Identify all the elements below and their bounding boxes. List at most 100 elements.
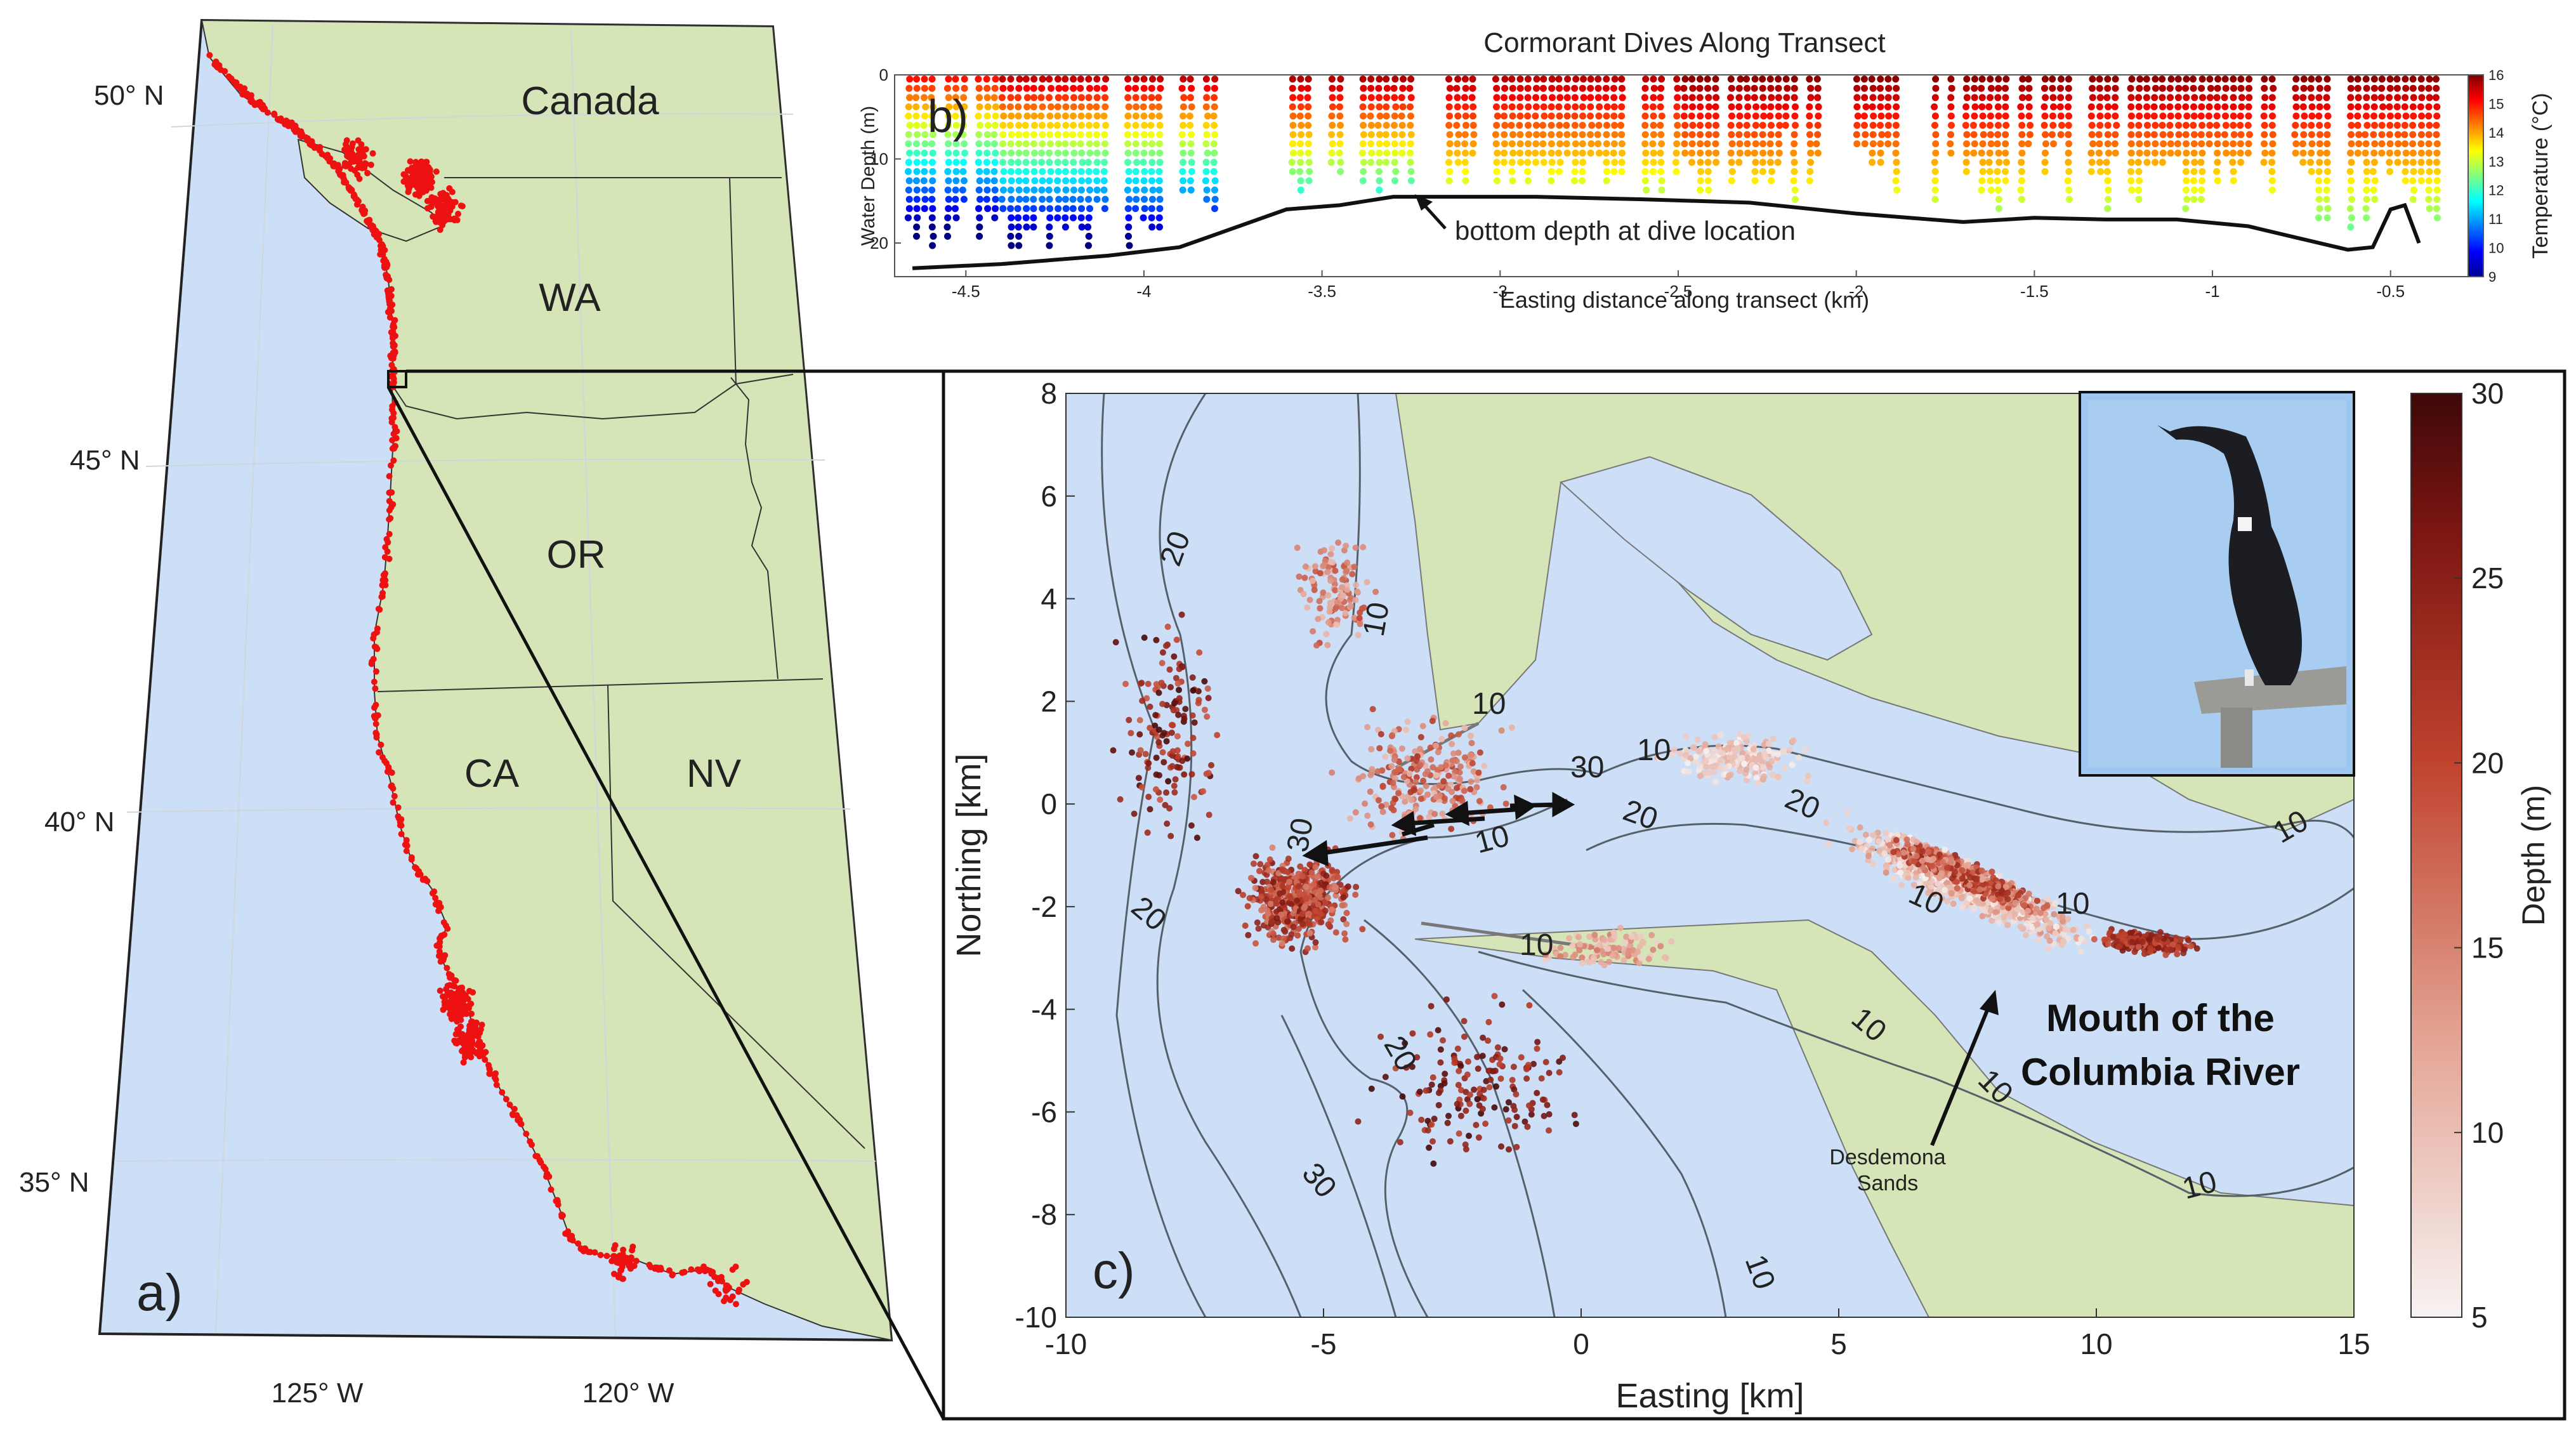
dive-point [1391, 159, 1398, 166]
dive-point [1306, 921, 1313, 928]
dive-point [1658, 177, 1666, 185]
dive-point [1282, 928, 1289, 935]
dive-point [1148, 84, 1155, 92]
dive-point [388, 489, 395, 496]
dive-point [2292, 122, 2299, 129]
dive-point [1493, 168, 1501, 175]
dive-point [548, 1186, 555, 1193]
dive-point [2363, 122, 2371, 129]
dive-point [1925, 890, 1931, 897]
dive-point [1571, 177, 1578, 185]
dive-point [1681, 103, 1688, 110]
dive-point [1339, 902, 1346, 909]
dive-point [2292, 140, 2300, 148]
dive-point [1688, 112, 1695, 120]
dive-point [715, 1277, 721, 1284]
dive-point [2299, 103, 2307, 110]
dive-point [1125, 168, 1133, 175]
dive-point [1039, 140, 1046, 148]
dive-point [1884, 76, 1892, 83]
dive-point [1806, 131, 1813, 138]
dive-point [2005, 904, 2012, 911]
dive-point [1759, 84, 1766, 92]
dive-point [1861, 84, 1868, 92]
dive-point [2104, 205, 2112, 213]
state-borders [377, 177, 865, 1149]
dive-point [1556, 140, 1564, 148]
dive-point [459, 203, 466, 209]
dive-point [2018, 131, 2026, 138]
dive-point [1046, 159, 1053, 166]
dive-point [1078, 205, 1085, 213]
dive-point [2417, 76, 2425, 83]
dive-point [2027, 122, 2034, 129]
dive-point [1398, 112, 1405, 120]
dive-point [1100, 177, 1108, 185]
dive-point [1898, 881, 1905, 888]
dive-point [1959, 875, 1966, 882]
dive-point [2347, 76, 2355, 83]
dive-point [1493, 103, 1500, 110]
dive-point [2015, 891, 2021, 898]
dive-point [2433, 205, 2440, 213]
dive-point [1971, 112, 1978, 120]
dive-point [2370, 131, 2377, 138]
dive-point [403, 837, 410, 844]
dive-point [921, 187, 928, 194]
dive-point [930, 131, 937, 138]
dive-point [1555, 103, 1563, 110]
dive-point [1149, 76, 1156, 83]
dive-point [2135, 94, 2143, 102]
dive-point [2078, 935, 2085, 942]
dive-point [577, 1246, 584, 1253]
dive-point [999, 149, 1007, 157]
dive-point [2433, 187, 2441, 194]
dive-point [2167, 140, 2174, 148]
dive-point [1015, 168, 1022, 175]
dive-point [975, 140, 983, 148]
dive-point [2148, 931, 2155, 938]
dive-point [1462, 122, 1469, 129]
dive-point [1210, 168, 1218, 175]
dive-point [952, 122, 960, 129]
dive-point [1086, 140, 1093, 148]
dive-point [1501, 140, 1508, 148]
dive-point [2002, 84, 2009, 92]
dive-point [1782, 122, 1789, 129]
dive-point [1294, 932, 1301, 939]
dive-point [1641, 159, 1649, 166]
dive-point [1823, 819, 1830, 826]
dive-point [2316, 140, 2323, 148]
dive-point [1649, 140, 1657, 148]
dive-point [2323, 122, 2331, 129]
dive-point [1055, 84, 1063, 92]
dive-point [1054, 76, 1061, 83]
dive-point [1296, 140, 1304, 148]
dive-point [1913, 853, 1920, 860]
dive-point [2245, 103, 2252, 110]
dive-point [1304, 84, 1311, 92]
dive-point [1959, 867, 1966, 874]
dive-point [1973, 897, 1980, 904]
dive-point [2363, 195, 2370, 203]
dive-point [2213, 122, 2221, 129]
dive-point [2183, 177, 2190, 185]
dive-point [1611, 76, 1619, 83]
dive-point [1290, 910, 1297, 917]
dive-point [1399, 84, 1407, 92]
dive-point [2299, 159, 2307, 166]
dive-point [2307, 84, 2315, 92]
dive-point [1124, 131, 1131, 138]
dive-point [1650, 84, 1658, 92]
dive-point [447, 207, 454, 214]
dive-point [2269, 131, 2277, 138]
dive-point [1525, 140, 1532, 148]
dive-point [1336, 94, 1344, 102]
dive-point [2261, 84, 2268, 92]
dive-point [1148, 168, 1155, 175]
dive-point [1751, 84, 1758, 92]
dive-point [1618, 159, 1626, 166]
dive-point [1312, 939, 1319, 946]
dive-point [2425, 84, 2433, 92]
dive-point [1360, 168, 1367, 175]
